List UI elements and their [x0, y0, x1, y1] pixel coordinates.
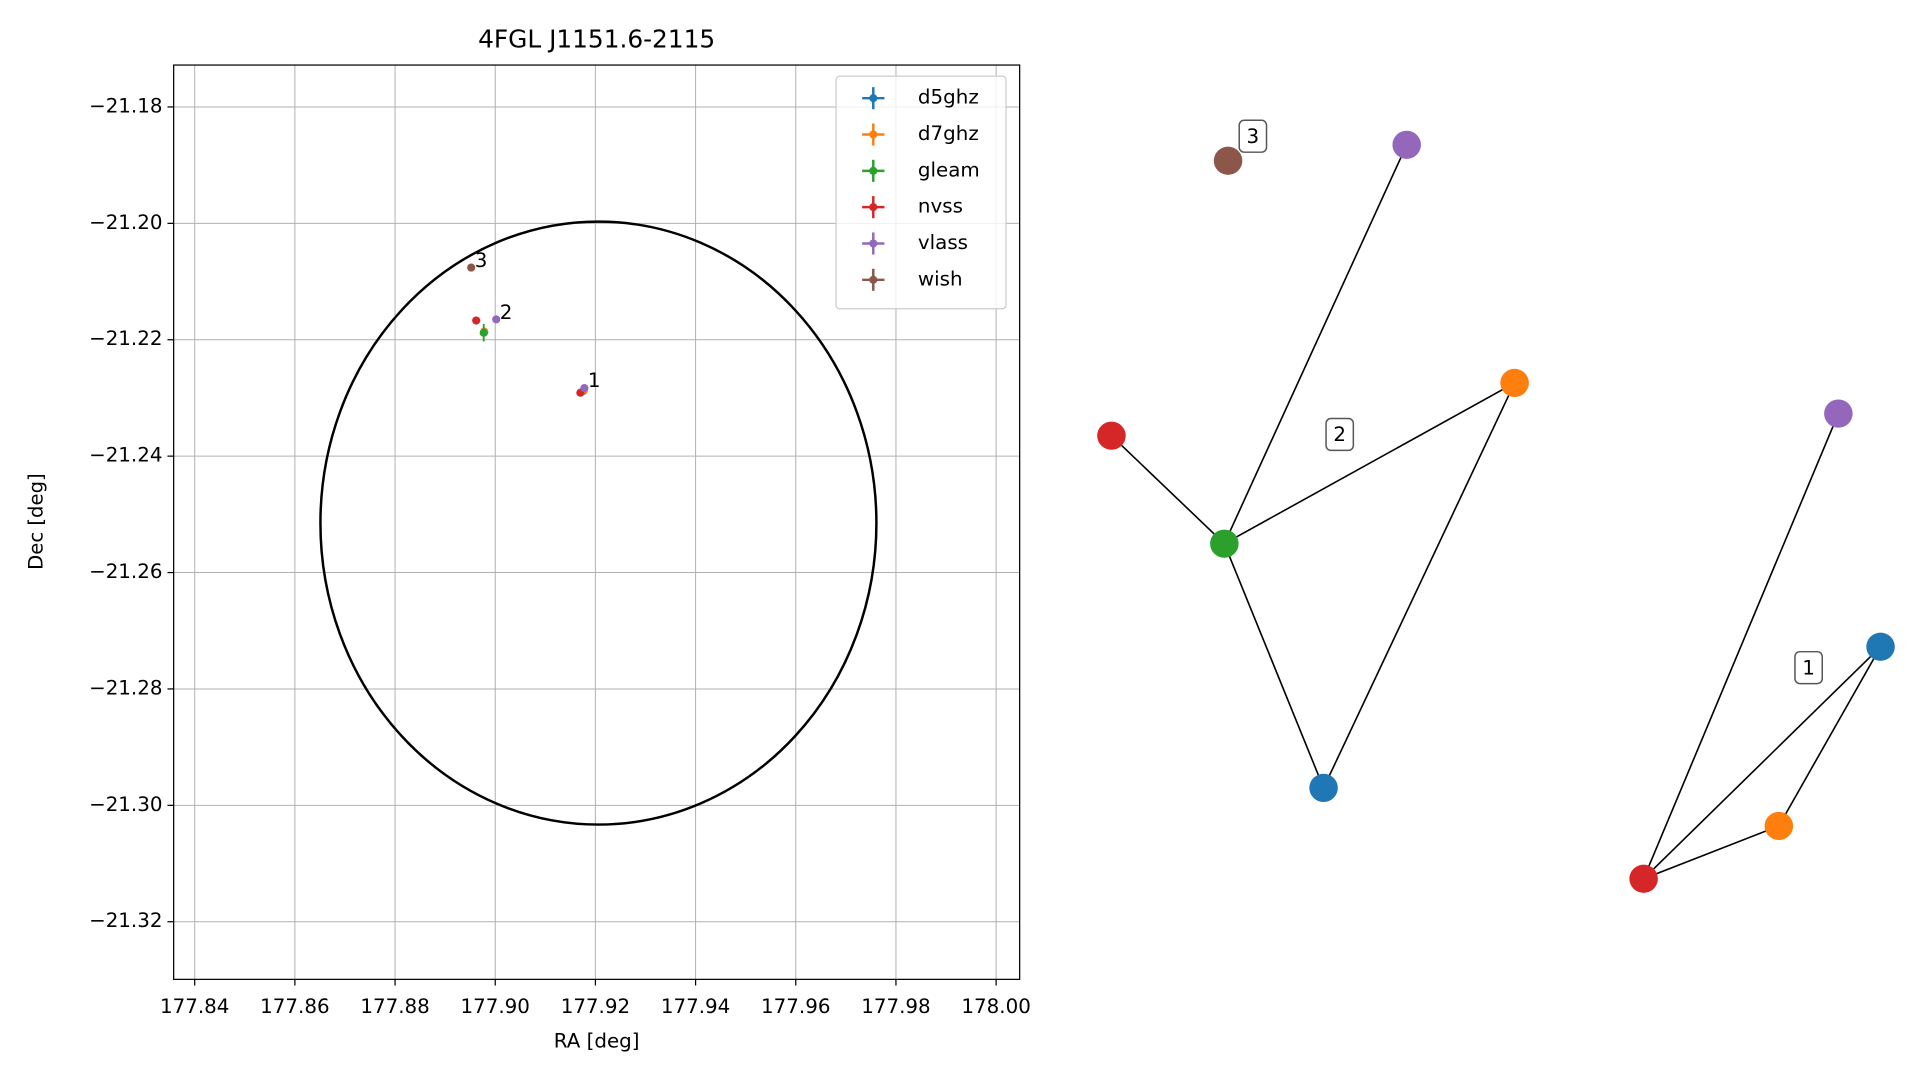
label-box — [1325, 417, 1355, 452]
y-axis-label: Dec [deg] — [25, 473, 48, 570]
label-box — [1794, 650, 1823, 685]
node — [1097, 421, 1126, 450]
y-tick-label: −21.20 — [89, 211, 162, 234]
node — [1213, 146, 1243, 175]
y-tick-label: −21.18 — [89, 95, 162, 118]
node — [1392, 130, 1421, 159]
legend-label: gleam — [918, 158, 980, 181]
point — [467, 263, 476, 272]
legend-marker — [869, 130, 878, 139]
legend-marker — [869, 94, 878, 103]
x-tick-label: 177.98 — [861, 995, 930, 1018]
node — [1629, 864, 1658, 893]
node — [1210, 529, 1239, 558]
edge — [1223, 144, 1408, 545]
edge — [1778, 646, 1882, 827]
annotation: 1 — [588, 369, 601, 392]
legend-marker — [869, 203, 878, 212]
node — [1764, 811, 1794, 841]
x-tick-label: 177.86 — [260, 995, 329, 1018]
x-tick-label: 177.92 — [561, 995, 630, 1018]
error-ellipse — [319, 220, 878, 826]
legend-marker — [869, 239, 878, 248]
x-tick-label: 177.88 — [360, 995, 429, 1018]
cluster-label: 2 — [1333, 423, 1346, 446]
cluster-label: 3 — [1247, 125, 1260, 148]
legend-label: vlass — [918, 231, 968, 254]
annotation: 2 — [500, 301, 513, 324]
cluster-label: 1 — [1802, 656, 1815, 679]
chart-title: 4FGL J1151.6-2115 — [478, 25, 715, 54]
point — [479, 328, 488, 337]
edge — [1223, 382, 1516, 545]
y-tick-label: −21.30 — [89, 793, 162, 816]
edge — [1643, 646, 1882, 880]
edge — [1110, 435, 1225, 545]
node — [1309, 773, 1338, 803]
legend-label: d7ghz — [918, 122, 979, 145]
legend-label: wish — [918, 267, 963, 290]
y-tick-label: −21.28 — [89, 677, 162, 700]
network-graph: 1 2 3 — [1097, 119, 1895, 893]
x-tick-label: 177.94 — [661, 995, 730, 1018]
legend-label: nvss — [918, 195, 963, 218]
node — [1500, 368, 1529, 398]
plot-frame — [173, 64, 1021, 980]
x-tick-label: 177.84 — [160, 995, 229, 1018]
x-tick-label: 177.90 — [461, 995, 530, 1018]
x-tick-label: 178.00 — [961, 995, 1030, 1018]
legend-marker — [869, 275, 878, 284]
edge — [1643, 825, 1780, 880]
annotation: 3 — [475, 249, 488, 272]
edge — [1223, 543, 1325, 789]
legend-marker — [869, 166, 878, 175]
x-axis-label: RA [deg] — [554, 1030, 640, 1053]
node — [1824, 399, 1853, 428]
edge — [1642, 413, 1840, 880]
y-tick-label: −21.24 — [89, 444, 162, 467]
legend-label: d5ghz — [918, 86, 979, 109]
y-tick-label: −21.26 — [89, 560, 162, 583]
point — [472, 316, 481, 325]
edge — [1322, 382, 1516, 789]
label-box — [1238, 119, 1268, 153]
x-tick-label: 177.96 — [761, 995, 830, 1018]
y-tick-label: −21.22 — [89, 327, 162, 350]
node — [1866, 632, 1895, 661]
point — [580, 384, 589, 393]
y-tick-label: −21.32 — [89, 909, 162, 932]
point — [492, 315, 501, 324]
